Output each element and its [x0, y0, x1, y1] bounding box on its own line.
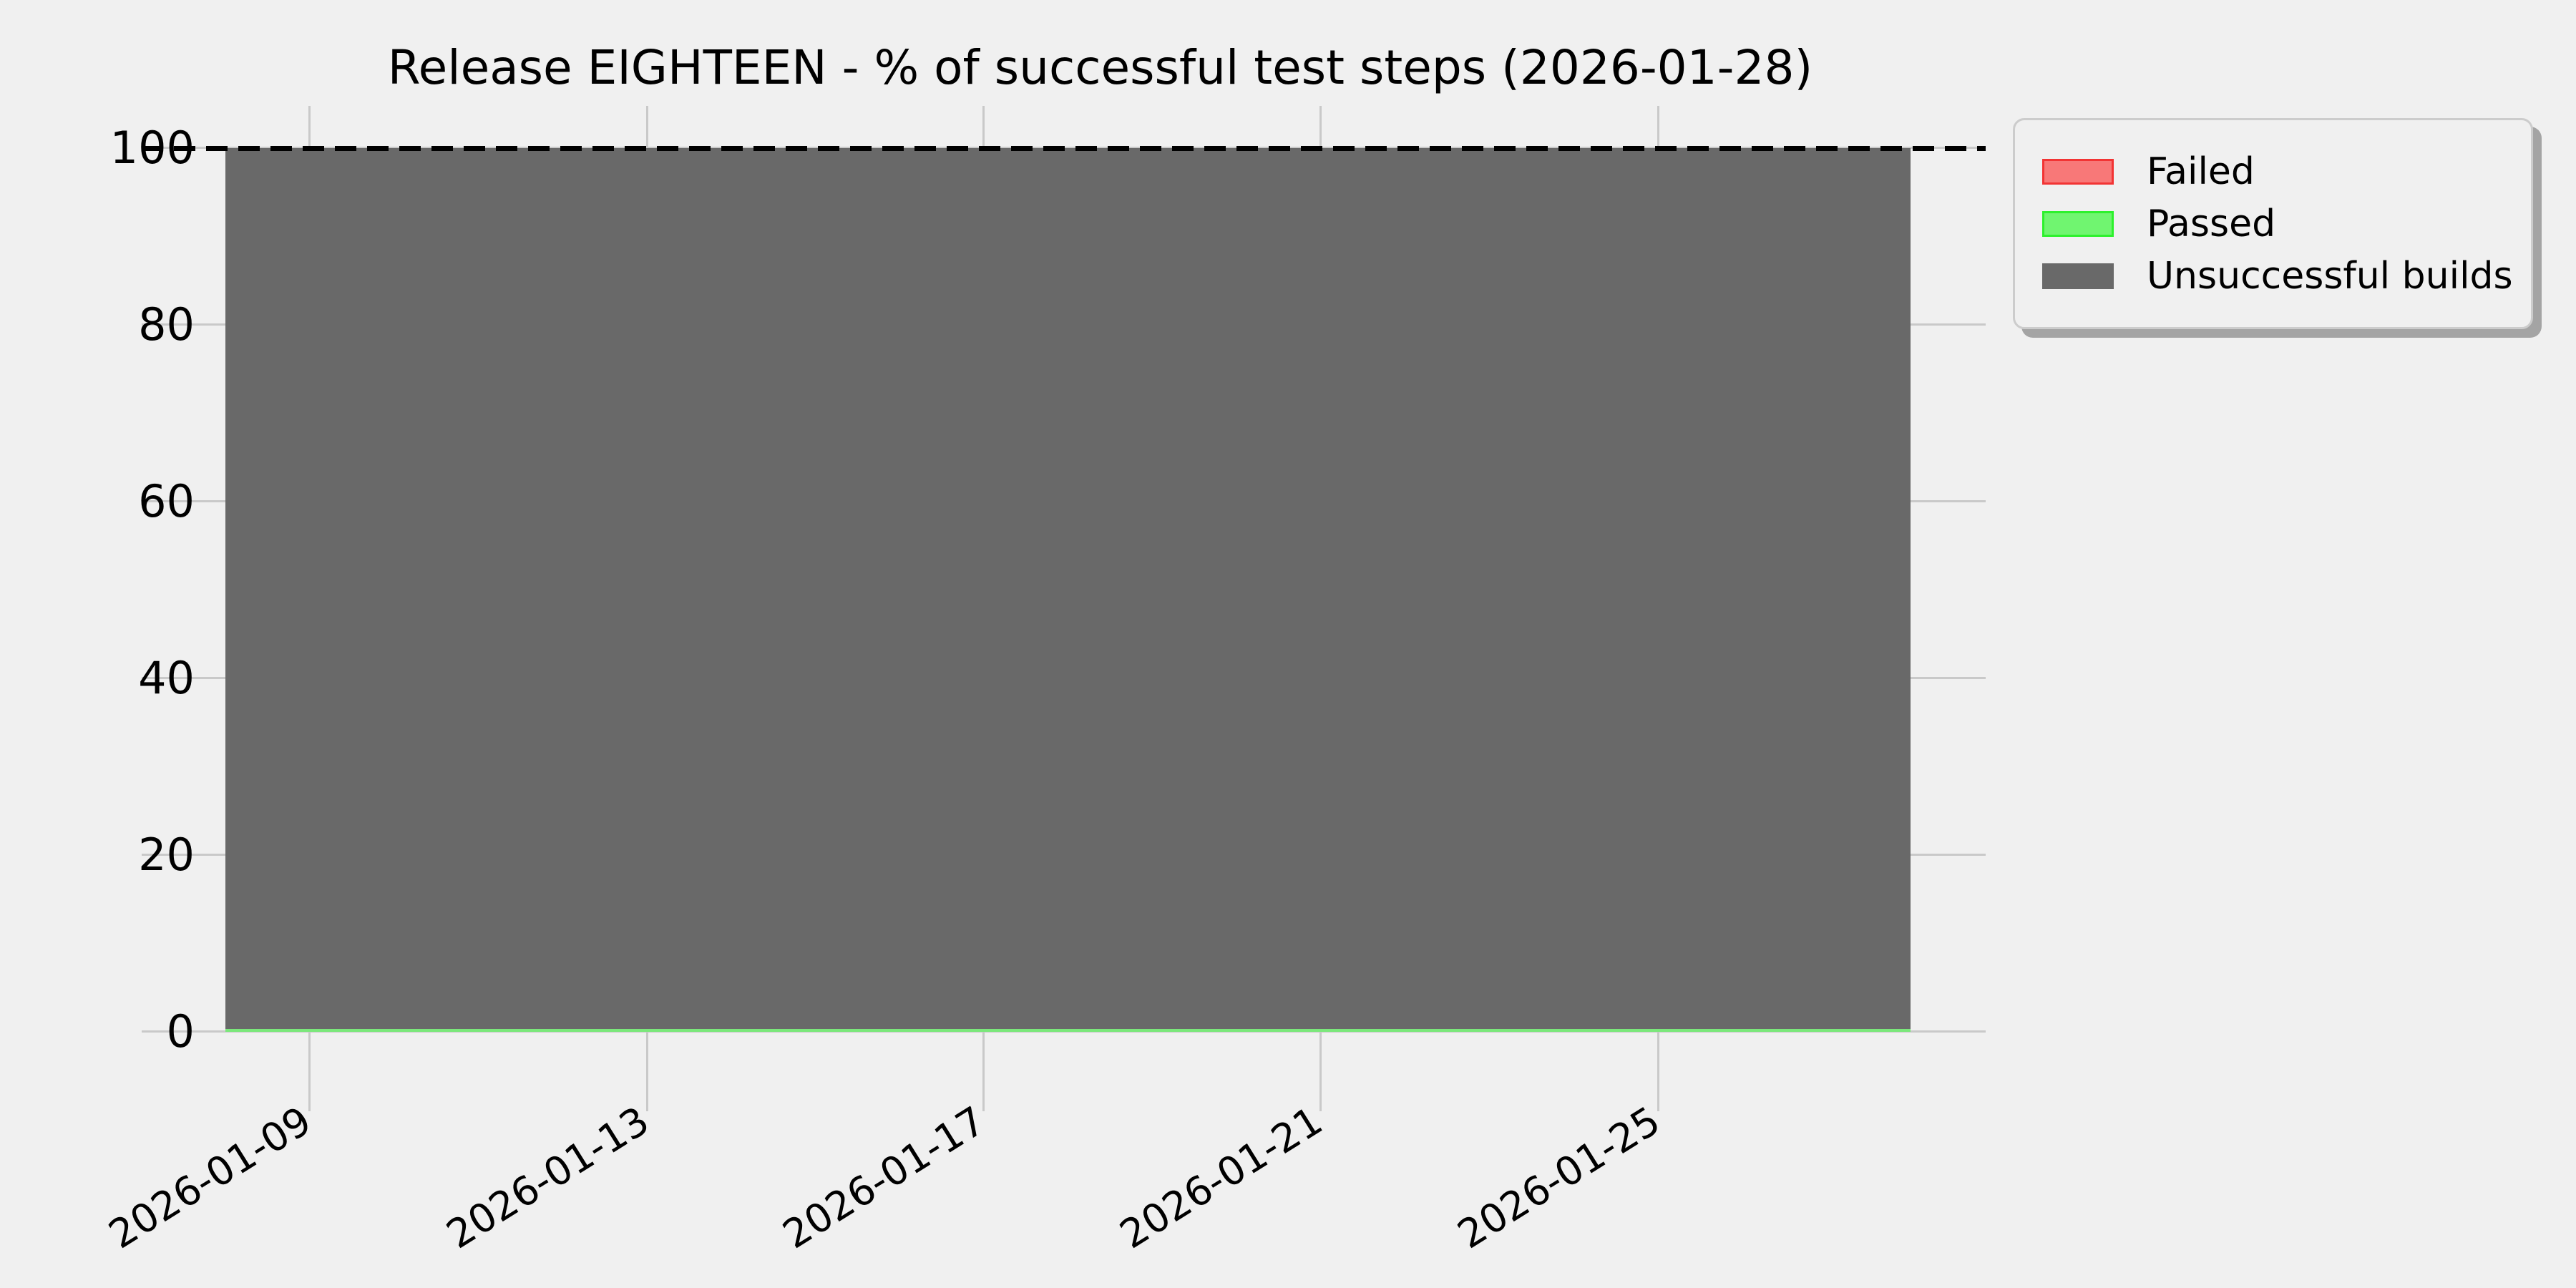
y-tick-label-0: 0	[166, 1005, 195, 1058]
area-passed	[225, 1029, 1911, 1032]
x-tick-label-2026-01-09: 2026-01-09	[101, 1097, 320, 1258]
x-tick-label-2026-01-21: 2026-01-21	[1112, 1097, 1331, 1258]
area-unsuccessful-builds	[225, 148, 1911, 1032]
legend-item-passed: Passed	[2042, 197, 2531, 250]
legend-label-passed: Passed	[2147, 202, 2276, 245]
target-line-100	[142, 146, 1986, 151]
legend-swatch-failed	[2042, 158, 2114, 185]
y-tick-label-20: 20	[138, 829, 195, 881]
legend-item-unsuccessful-builds: Unsuccessful builds	[2042, 250, 2531, 302]
legend-swatch-unsuccessful-builds	[2042, 263, 2114, 289]
chart-title: Release EIGHTEEN - % of successful test …	[387, 40, 1813, 95]
x-tick-label-2026-01-17: 2026-01-17	[775, 1097, 994, 1258]
y-tick-label-100: 100	[109, 122, 195, 174]
legend: Failed Passed Unsuccessful builds	[2013, 118, 2533, 329]
y-tick-label-80: 80	[138, 298, 195, 351]
legend-swatch-passed	[2042, 210, 2114, 237]
x-tick-label-2026-01-13: 2026-01-13	[439, 1097, 658, 1258]
legend-label-unsuccessful-builds: Unsuccessful builds	[2147, 254, 2513, 298]
legend-item-failed: Failed	[2042, 145, 2531, 197]
legend-label-failed: Failed	[2147, 150, 2255, 193]
y-tick-label-60: 60	[138, 475, 195, 527]
y-tick-label-40: 40	[138, 652, 195, 704]
x-tick-label-2026-01-25: 2026-01-25	[1450, 1097, 1669, 1258]
